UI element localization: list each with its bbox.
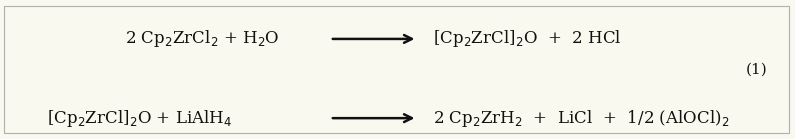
Text: 2 Cp$_2$ZrH$_2$  +  LiCl  +  1/2 (AlOCl)$_2$: 2 Cp$_2$ZrH$_2$ + LiCl + 1/2 (AlOCl)$_2$	[433, 108, 730, 129]
Text: 2 Cp$_2$ZrCl$_2$ + H$_2$O: 2 Cp$_2$ZrCl$_2$ + H$_2$O	[126, 28, 280, 49]
Text: [Cp$_2$ZrCl]$_2$O + LiAlH$_4$: [Cp$_2$ZrCl]$_2$O + LiAlH$_4$	[47, 108, 231, 129]
Text: (1): (1)	[746, 63, 767, 76]
Text: [Cp$_2$ZrCl]$_2$O  +  2 HCl: [Cp$_2$ZrCl]$_2$O + 2 HCl	[433, 28, 622, 49]
